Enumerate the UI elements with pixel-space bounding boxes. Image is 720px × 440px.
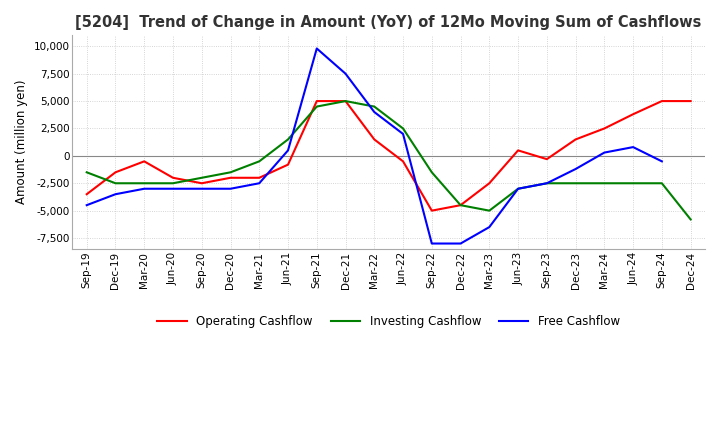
Investing Cashflow — [485, 208, 494, 213]
Operating Cashflow — [629, 112, 637, 117]
Free Cashflow — [600, 150, 608, 155]
Investing Cashflow — [341, 99, 350, 104]
Legend: Operating Cashflow, Investing Cashflow, Free Cashflow: Operating Cashflow, Investing Cashflow, … — [153, 310, 624, 333]
Investing Cashflow — [312, 104, 321, 109]
Investing Cashflow — [284, 137, 292, 142]
Operating Cashflow — [140, 159, 148, 164]
Free Cashflow — [284, 148, 292, 153]
Free Cashflow — [428, 241, 436, 246]
Operating Cashflow — [341, 99, 350, 104]
Operating Cashflow — [168, 175, 177, 180]
Operating Cashflow — [686, 99, 695, 104]
Investing Cashflow — [686, 217, 695, 222]
Line: Free Cashflow: Free Cashflow — [86, 48, 662, 243]
Investing Cashflow — [399, 126, 408, 131]
Operating Cashflow — [657, 99, 666, 104]
Investing Cashflow — [111, 181, 120, 186]
Investing Cashflow — [456, 202, 465, 208]
Operating Cashflow — [542, 157, 551, 162]
Free Cashflow — [168, 186, 177, 191]
Free Cashflow — [657, 159, 666, 164]
Operating Cashflow — [284, 162, 292, 167]
Free Cashflow — [571, 166, 580, 172]
Operating Cashflow — [197, 181, 206, 186]
Free Cashflow — [399, 131, 408, 136]
Free Cashflow — [312, 46, 321, 51]
Operating Cashflow — [456, 202, 465, 208]
Operating Cashflow — [485, 181, 494, 186]
Operating Cashflow — [82, 191, 91, 197]
Free Cashflow — [456, 241, 465, 246]
Operating Cashflow — [399, 159, 408, 164]
Free Cashflow — [542, 181, 551, 186]
Free Cashflow — [111, 191, 120, 197]
Investing Cashflow — [514, 186, 523, 191]
Free Cashflow — [226, 186, 235, 191]
Investing Cashflow — [168, 181, 177, 186]
Free Cashflow — [140, 186, 148, 191]
Free Cashflow — [255, 181, 264, 186]
Operating Cashflow — [600, 126, 608, 131]
Investing Cashflow — [657, 181, 666, 186]
Investing Cashflow — [428, 170, 436, 175]
Free Cashflow — [82, 202, 91, 208]
Operating Cashflow — [514, 148, 523, 153]
Investing Cashflow — [542, 181, 551, 186]
Free Cashflow — [197, 186, 206, 191]
Operating Cashflow — [111, 170, 120, 175]
Investing Cashflow — [82, 170, 91, 175]
Operating Cashflow — [255, 175, 264, 180]
Operating Cashflow — [571, 137, 580, 142]
Line: Investing Cashflow: Investing Cashflow — [86, 101, 690, 220]
Investing Cashflow — [255, 159, 264, 164]
Operating Cashflow — [312, 99, 321, 104]
Investing Cashflow — [226, 170, 235, 175]
Free Cashflow — [629, 144, 637, 150]
Free Cashflow — [341, 71, 350, 76]
Free Cashflow — [514, 186, 523, 191]
Investing Cashflow — [197, 175, 206, 180]
Operating Cashflow — [370, 137, 379, 142]
Operating Cashflow — [428, 208, 436, 213]
Line: Operating Cashflow: Operating Cashflow — [86, 101, 690, 211]
Y-axis label: Amount (million yen): Amount (million yen) — [15, 80, 28, 205]
Title: [5204]  Trend of Change in Amount (YoY) of 12Mo Moving Sum of Cashflows: [5204] Trend of Change in Amount (YoY) o… — [76, 15, 702, 30]
Free Cashflow — [485, 224, 494, 230]
Investing Cashflow — [600, 181, 608, 186]
Investing Cashflow — [571, 181, 580, 186]
Investing Cashflow — [140, 181, 148, 186]
Investing Cashflow — [370, 104, 379, 109]
Free Cashflow — [370, 110, 379, 115]
Operating Cashflow — [226, 175, 235, 180]
Investing Cashflow — [629, 181, 637, 186]
